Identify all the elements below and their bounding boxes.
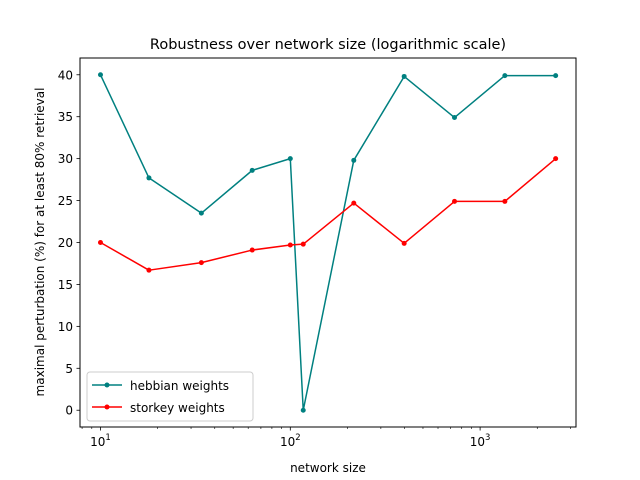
y-tick-label: 40: [58, 68, 73, 82]
series-point-1: [401, 240, 407, 246]
y-tick-label: 10: [58, 320, 73, 334]
plot-frame: [79, 57, 577, 428]
x-tick-label: 101: [90, 433, 111, 449]
series-point-1: [146, 267, 152, 273]
series-point-0: [249, 167, 255, 173]
legend-marker-storkey: [104, 404, 110, 410]
legend-marker-hebbian: [104, 382, 110, 388]
x-axis-ticks: 101 102 103: [81, 427, 571, 449]
x-tick-label: 103: [470, 433, 491, 449]
series-point-1: [452, 198, 458, 204]
legend-label-storkey: storkey weights: [130, 401, 225, 415]
series-point-1: [198, 260, 204, 266]
x-tick-label: 102: [280, 433, 301, 449]
series-point-0: [502, 73, 508, 79]
series-point-0: [97, 72, 103, 78]
y-axis-label: maximal perturbation (%) for at least 80…: [33, 88, 47, 397]
y-tick-label: 5: [65, 362, 73, 376]
y-tick-label: 30: [58, 152, 73, 166]
chart-title: Robustness over network size (logarithmi…: [150, 37, 506, 53]
series-point-0: [300, 407, 306, 413]
series-point-0: [553, 73, 559, 79]
series-point-0: [351, 157, 357, 163]
series-point-0: [452, 115, 458, 121]
series-point-0: [287, 156, 293, 162]
y-tick-label: 15: [58, 278, 73, 292]
y-tick-label: 25: [58, 194, 73, 208]
y-tick-label: 35: [58, 110, 73, 124]
series-point-1: [553, 156, 559, 162]
series-line-1: [100, 158, 557, 271]
series-point-1: [287, 242, 293, 248]
series-point-1: [300, 241, 306, 247]
y-axis-ticks: 0 5 10 15 20 25 30 35 40: [58, 68, 80, 418]
series-point-0: [401, 73, 407, 79]
series-point-1: [97, 240, 103, 245]
legend-frame: [86, 371, 254, 422]
series-point-0: [198, 210, 204, 216]
series-point-1: [351, 200, 357, 206]
x-axis-label: network size: [290, 461, 366, 475]
plot-series: [97, 72, 559, 413]
legend-label-hebbian: hebbian weights: [130, 379, 229, 393]
series-point-0: [146, 175, 152, 181]
series-point-1: [502, 198, 508, 204]
y-tick-label: 0: [65, 404, 73, 418]
series-line-0: [99, 74, 556, 411]
legend: hebbian weights storkey weights: [86, 371, 254, 422]
y-tick-label: 20: [58, 236, 73, 250]
series-point-1: [249, 247, 255, 253]
